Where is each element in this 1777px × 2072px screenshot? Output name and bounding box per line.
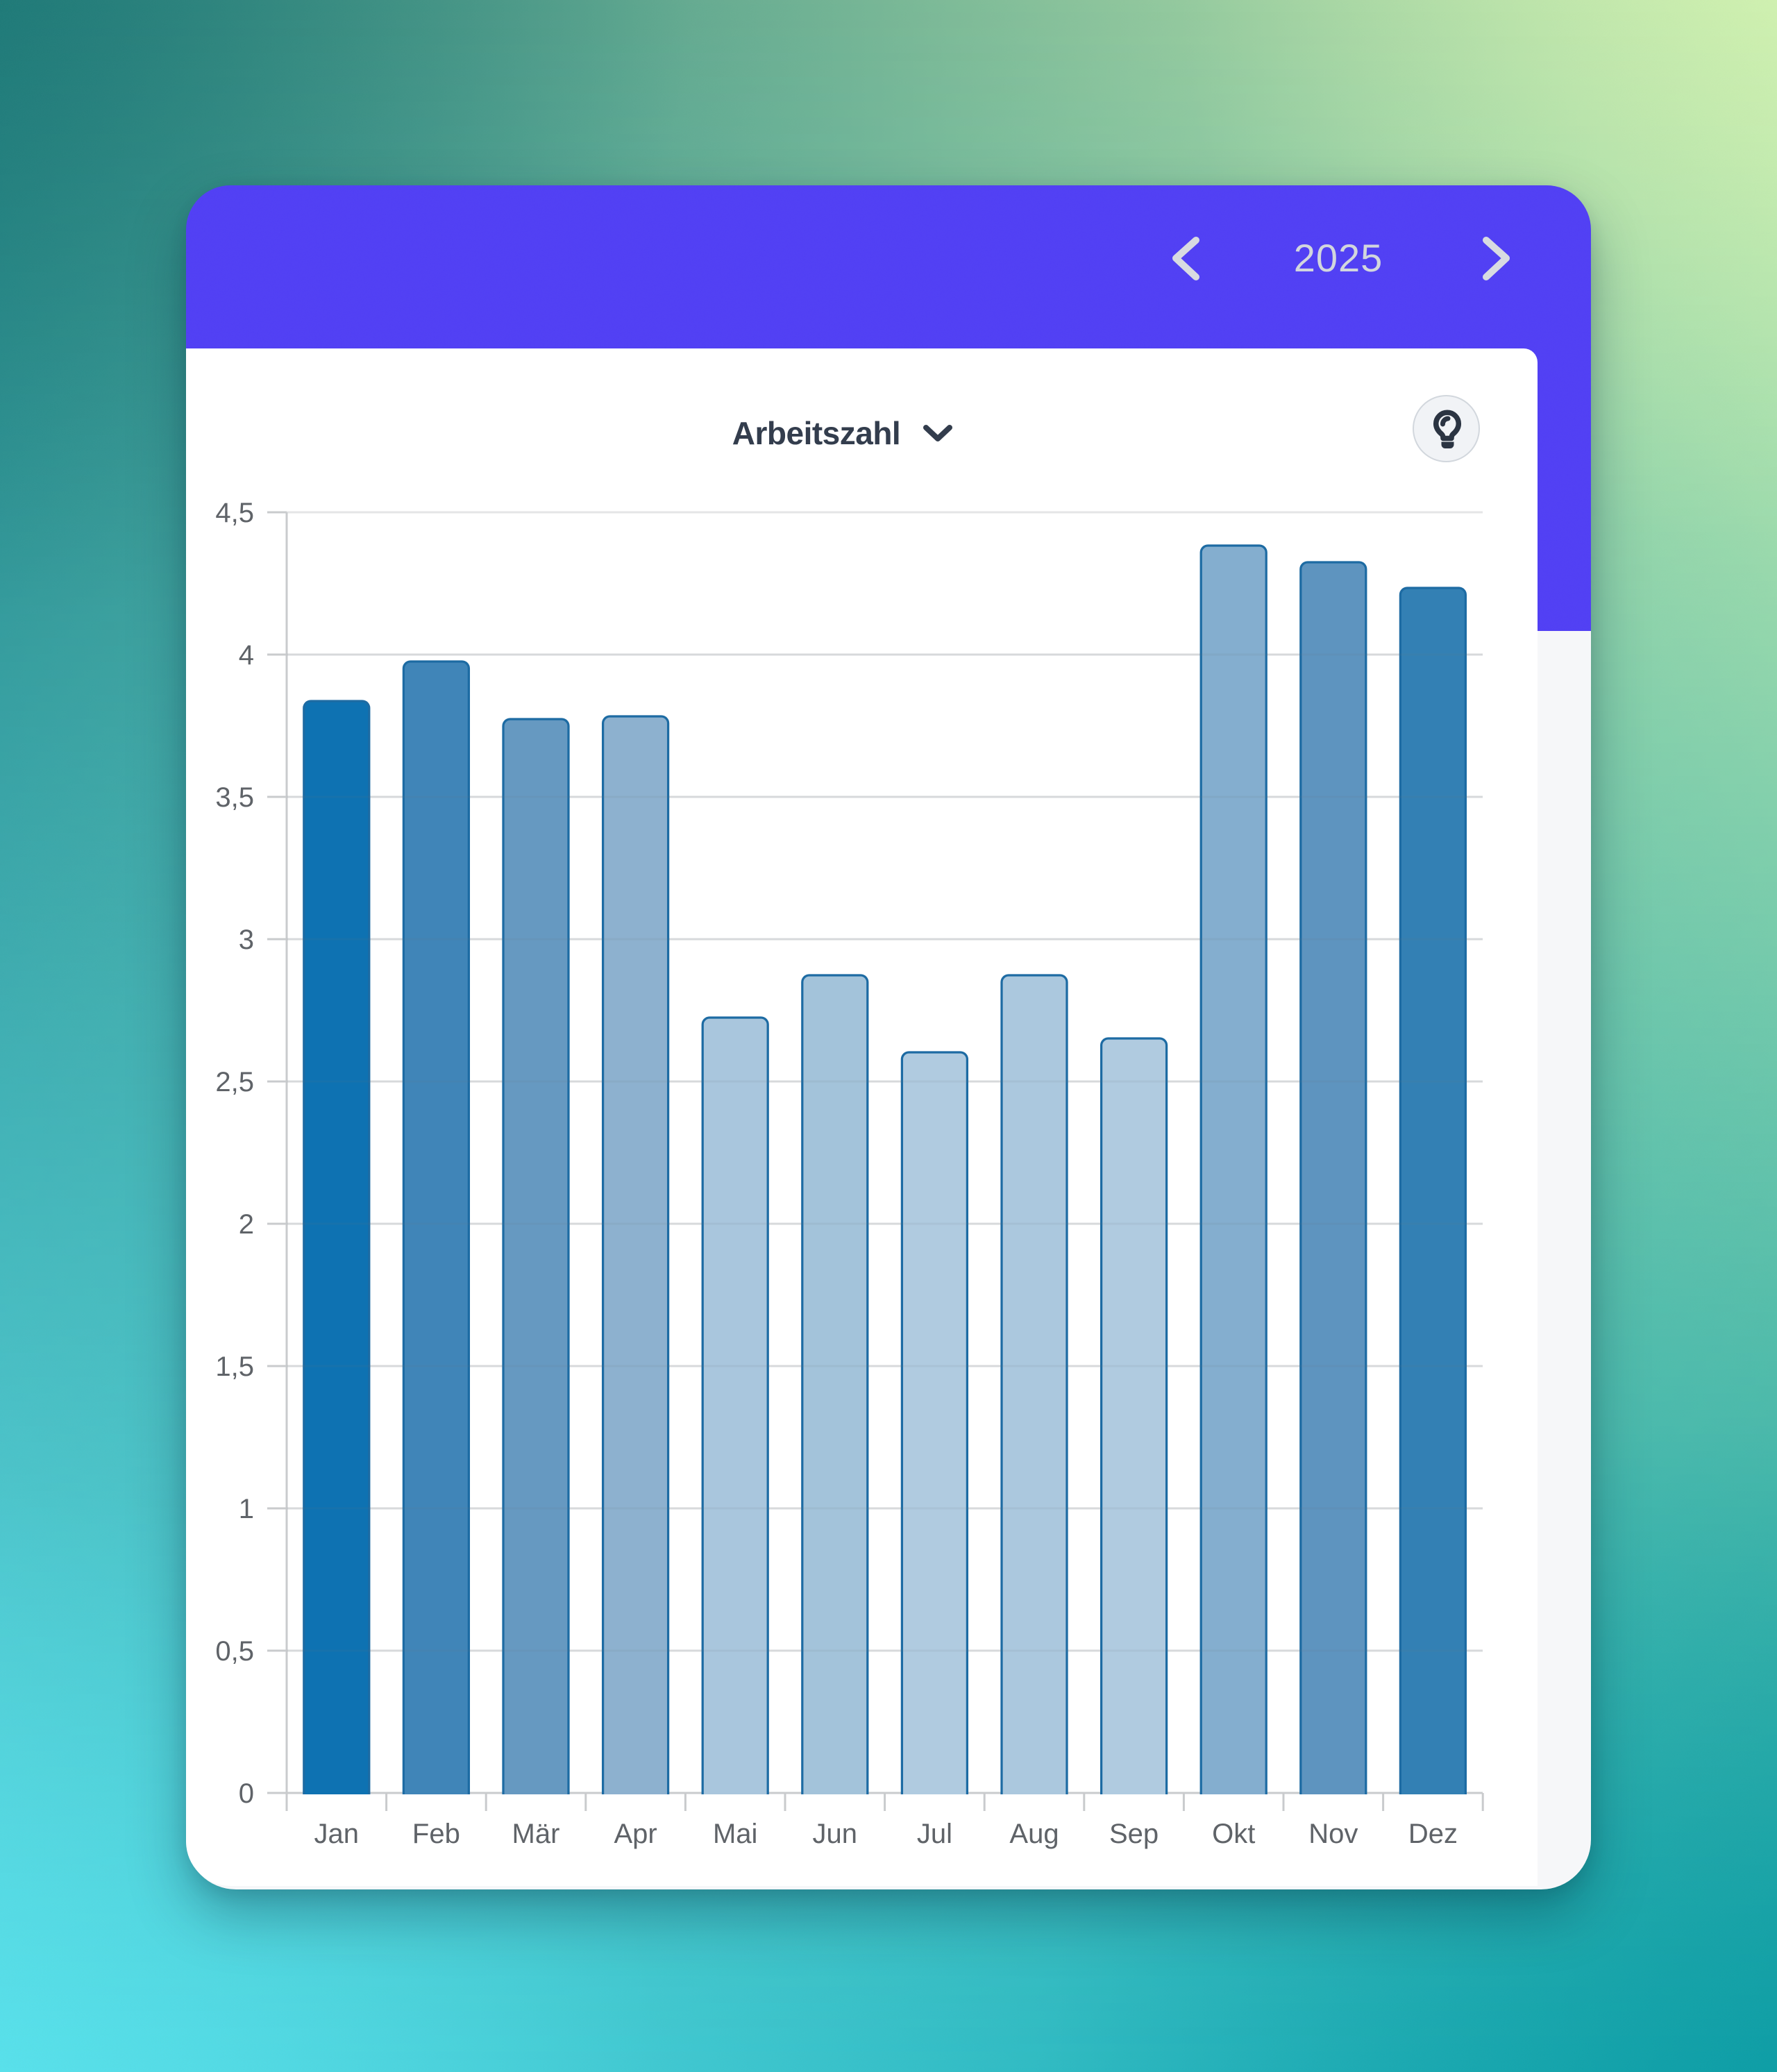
svg-text:Sep: Sep: [1109, 1819, 1159, 1849]
svg-text:Nov: Nov: [1308, 1819, 1358, 1849]
svg-text:Feb: Feb: [412, 1819, 460, 1849]
svg-text:0,5: 0,5: [215, 1636, 254, 1667]
svg-text:Okt: Okt: [1212, 1819, 1255, 1849]
svg-text:1: 1: [239, 1494, 254, 1524]
svg-text:3,5: 3,5: [215, 782, 254, 813]
svg-text:2,5: 2,5: [215, 1067, 254, 1097]
svg-text:Mai: Mai: [713, 1819, 757, 1849]
svg-text:Arbeitszahl: Arbeitszahl: [732, 415, 900, 451]
svg-text:Dez: Dez: [1408, 1819, 1458, 1849]
svg-text:3: 3: [239, 925, 254, 955]
svg-text:Jul: Jul: [917, 1819, 952, 1849]
svg-text:Jan: Jan: [314, 1819, 360, 1849]
svg-text:2025: 2025: [1294, 236, 1383, 280]
svg-text:4,5: 4,5: [215, 498, 254, 528]
svg-text:Mär: Mär: [512, 1819, 560, 1849]
svg-text:1,5: 1,5: [215, 1351, 254, 1382]
svg-text:Apr: Apr: [614, 1819, 657, 1849]
svg-text:0: 0: [239, 1778, 254, 1809]
svg-text:4: 4: [239, 640, 254, 671]
svg-text:2: 2: [239, 1209, 254, 1240]
svg-text:Aug: Aug: [1009, 1819, 1059, 1849]
svg-text:Jun: Jun: [813, 1819, 858, 1849]
